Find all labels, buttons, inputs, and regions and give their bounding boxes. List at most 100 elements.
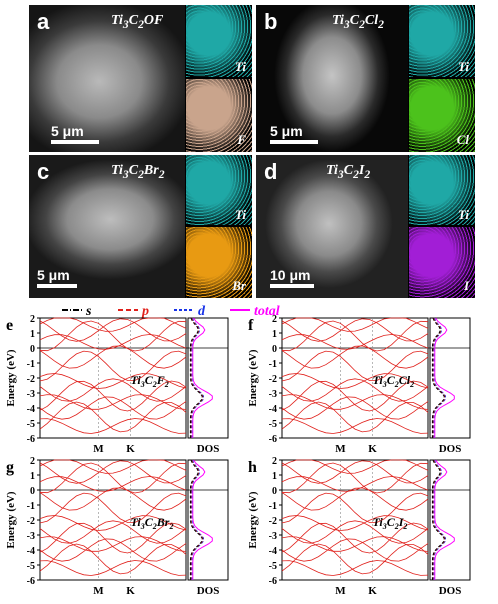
dos-line	[189, 459, 203, 580]
dos-line	[190, 317, 204, 438]
y-tick-label: -1	[269, 501, 277, 512]
x-tick-label: K	[368, 443, 377, 455]
band-line	[281, 317, 429, 332]
eds-map-f	[186, 79, 252, 152]
band-line	[281, 538, 429, 562]
map-label-cl: Cl	[456, 132, 469, 147]
dos-label: DOS	[197, 443, 220, 455]
y-tick-label: -4	[269, 546, 277, 557]
y-tick-label: 0	[272, 344, 277, 355]
band-line	[281, 476, 429, 492]
scale-bar: 10 μm	[270, 267, 314, 288]
y-tick-label: 2	[30, 456, 35, 467]
y-tick-label: 0	[272, 486, 277, 497]
band-line	[281, 378, 429, 402]
band-panel-g: 2 1 0 -1 -2 -3 -4 -5 -6 Energy (eV) M K DOS g Ti3C2Br2	[5, 456, 229, 597]
band-line	[281, 401, 429, 433]
formula-label: Ti3C2I2	[373, 515, 408, 531]
sem-image	[256, 155, 408, 298]
scale-bar: 5 μm	[51, 123, 99, 144]
dos-label: DOS	[439, 585, 462, 597]
dos-label: DOS	[439, 443, 462, 455]
sem-image	[29, 5, 185, 152]
y-tick-label: -2	[27, 516, 35, 527]
legend-label: s	[85, 304, 92, 319]
eds-map-i	[409, 227, 475, 298]
y-tick-label: -5	[269, 419, 277, 430]
scale-bar: 5 μm	[270, 123, 318, 144]
dos-frame	[187, 317, 229, 439]
y-tick-label: -6	[269, 434, 277, 445]
dos-line	[434, 459, 455, 580]
y-tick-label: -3	[269, 389, 277, 400]
band-line	[281, 350, 429, 382]
y-tick-label: 1	[30, 329, 35, 340]
band-line	[39, 462, 187, 494]
dos-frame	[187, 459, 229, 581]
y-tick-label: -1	[27, 359, 35, 370]
band-line	[281, 320, 429, 352]
x-tick-label: K	[126, 585, 135, 597]
band-structure-figure: s p d total 2 1 0 -1 -2 -3 -4 -5 -6 Energy (eV) M K DOS…	[5, 304, 471, 597]
dos-line	[431, 459, 445, 580]
y-tick-label: -3	[27, 389, 35, 400]
band-line	[39, 394, 187, 410]
band-line	[39, 476, 187, 492]
y-axis-label: Energy (eV)	[5, 349, 17, 406]
band-panel-e: 2 1 0 -1 -2 -3 -4 -5 -6 Energy (eV) M K DOS e Ti3C2F2	[5, 314, 229, 455]
sem-image	[256, 5, 408, 152]
x-tick-label: M	[93, 443, 104, 455]
formula-label: Ti3C2Cl2	[373, 373, 415, 389]
panel-letter: f	[248, 317, 254, 334]
panel-letter: d	[264, 159, 278, 184]
panel-letter: a	[37, 9, 50, 34]
y-tick-label: 0	[30, 486, 35, 497]
y-tick-label: -5	[27, 561, 35, 572]
y-tick-label: -1	[27, 501, 35, 512]
band-line	[39, 515, 187, 531]
sem-panel-c: c Ti3C2Br2 Ti Br 5 μm	[29, 155, 252, 298]
y-tick-label: -5	[27, 419, 35, 430]
y-tick-label: 1	[272, 329, 277, 340]
band-line	[39, 520, 187, 544]
y-tick-label: 1	[30, 471, 35, 482]
x-tick-label: M	[93, 585, 104, 597]
y-tick-label: 0	[30, 344, 35, 355]
band-line	[39, 522, 187, 554]
band-line	[39, 318, 187, 342]
band-line	[281, 543, 429, 575]
eds-map-ti	[186, 155, 252, 225]
dos-line	[433, 459, 446, 580]
panel-formula: Ti3C2I2	[326, 163, 371, 181]
legend: s p d total	[62, 304, 280, 319]
sem-panel-a: a Ti3C2OF Ti F 5 μm	[29, 5, 252, 152]
y-tick-label: -4	[27, 404, 35, 415]
dos-line	[190, 459, 204, 580]
y-tick-label: 2	[272, 456, 277, 467]
band-line	[281, 515, 429, 531]
y-axis-label: Energy (eV)	[5, 491, 17, 548]
y-tick-label: 1	[272, 471, 277, 482]
y-tick-label: -6	[269, 576, 277, 587]
panel-letter: e	[6, 317, 13, 334]
y-tick-label: -3	[27, 531, 35, 542]
map-label-i: I	[463, 278, 469, 293]
panel-formula: Ti3C2Br2	[111, 163, 165, 181]
x-tick-label: K	[368, 585, 377, 597]
x-tick-label: M	[335, 443, 346, 455]
band-line	[281, 460, 429, 484]
band-line	[281, 522, 429, 554]
sem-image	[29, 155, 185, 298]
y-tick-label: -3	[269, 531, 277, 542]
dos-frame	[429, 459, 471, 581]
y-tick-label: -6	[27, 576, 35, 587]
band-line	[39, 560, 187, 576]
legend-label: total	[254, 304, 280, 319]
eds-map-ti	[186, 5, 252, 77]
band-line	[39, 350, 187, 382]
dos-line	[192, 459, 213, 580]
dos-line	[432, 317, 446, 438]
band-line	[39, 492, 187, 524]
band-line	[281, 396, 429, 420]
band-line	[39, 460, 187, 484]
